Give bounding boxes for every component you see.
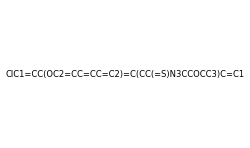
Text: ClC1=CC(OC2=CC=CC=C2)=C(CC(=S)N3CCOCC3)C=C1: ClC1=CC(OC2=CC=CC=C2)=C(CC(=S)N3CCOCC3)C… bbox=[6, 70, 244, 78]
